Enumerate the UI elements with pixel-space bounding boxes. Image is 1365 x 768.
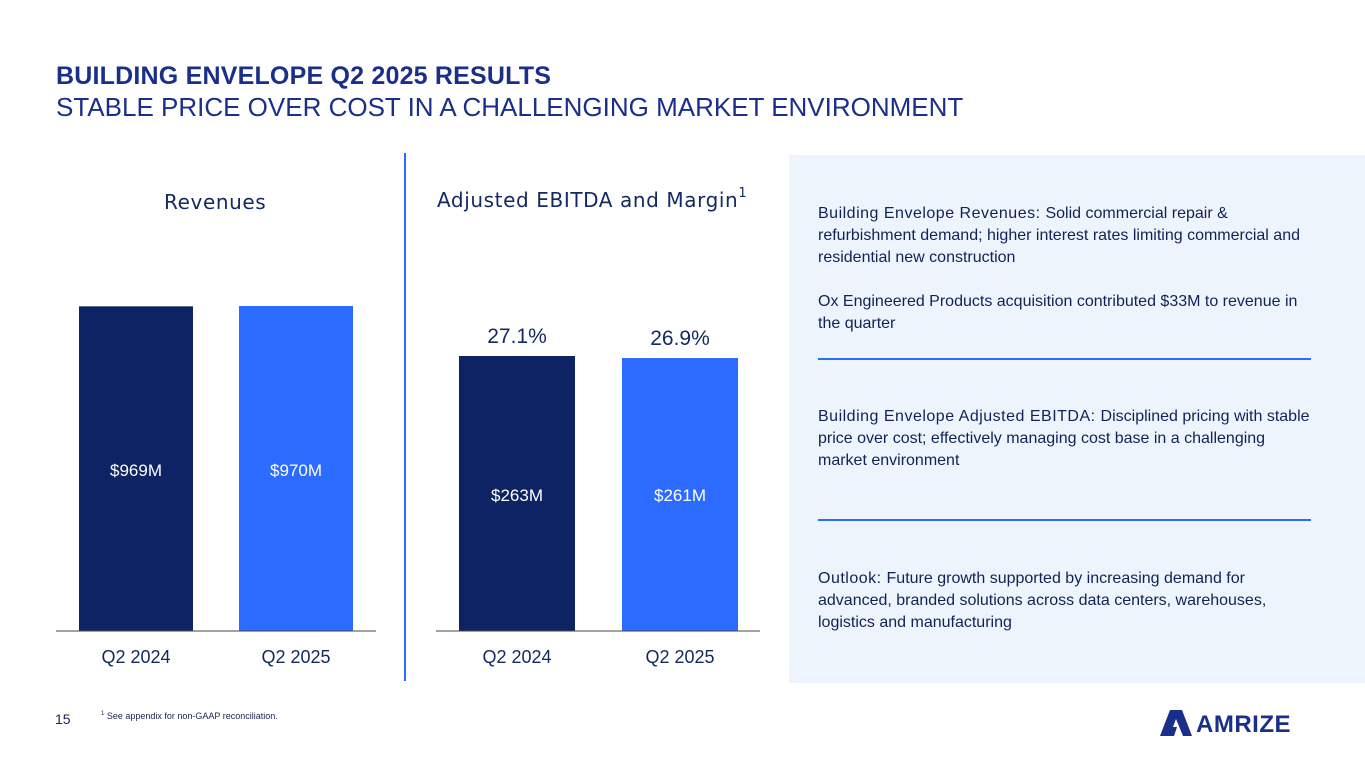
info-panel: Building Envelope Revenues: Solid commer… bbox=[789, 155, 1365, 683]
page-title: BUILDING ENVELOPE Q2 2025 RESULTS bbox=[56, 62, 552, 90]
revenues-commentary-lead: Building Envelope Revenues: bbox=[818, 205, 1046, 222]
page-subtitle: STABLE PRICE OVER COST IN A CHALLENGING … bbox=[56, 92, 964, 122]
outlook-commentary: Outlook: Future growth supported by incr… bbox=[818, 568, 1318, 634]
bar-q2-2024 bbox=[79, 306, 193, 631]
x-tick-label: Q2 2025 bbox=[645, 647, 714, 667]
outlook-commentary-text: Future growth supported by increasing de… bbox=[818, 570, 1267, 631]
outlook-commentary-lead: Outlook: bbox=[818, 570, 887, 587]
x-tick-label: Q2 2024 bbox=[101, 647, 170, 667]
revenues-commentary-text: Solid commercial repair & refurbishment … bbox=[818, 205, 1300, 266]
bar-value-label: $969M bbox=[110, 461, 162, 480]
amrize-logo-icon bbox=[1160, 710, 1192, 736]
page-number: 15 bbox=[55, 711, 71, 727]
panel-divider-1 bbox=[818, 358, 1311, 360]
bar-value-label: $970M bbox=[270, 461, 322, 480]
ebitda-commentary-text: Disciplined pricing with stable price ov… bbox=[818, 408, 1310, 469]
charts-canvas: $969M Q2 2024 $970M Q2 2025 $263M 27.1% Q2 202… bbox=[56, 306, 760, 667]
x-tick-label: Q2 2024 bbox=[482, 647, 551, 667]
footnote: 1 See appendix for non-GAAP reconciliati… bbox=[101, 711, 278, 721]
footnote-marker: 1 bbox=[738, 186, 748, 202]
revenues-chart-title: Revenues bbox=[164, 190, 267, 214]
bar-value-label: $261M bbox=[654, 486, 706, 505]
chart-divider bbox=[404, 153, 406, 681]
ebitda-commentary: Building Envelope Adjusted EBITDA: Disci… bbox=[818, 406, 1318, 472]
margin-label: 26.9% bbox=[650, 327, 710, 350]
revenues-commentary: Building Envelope Revenues: Solid commer… bbox=[818, 203, 1318, 335]
bar-q2-2025 bbox=[622, 358, 738, 631]
bar-q2-2024 bbox=[459, 356, 575, 631]
bar-q2-2025 bbox=[239, 306, 353, 631]
ebitda-commentary-lead: Building Envelope Adjusted EBITDA: bbox=[818, 408, 1101, 425]
bar-value-label: $263M bbox=[491, 486, 543, 505]
margin-label: 27.1% bbox=[487, 325, 547, 348]
amrize-logo-text: AMRIZE bbox=[1196, 711, 1291, 738]
panel-divider-2 bbox=[818, 519, 1311, 521]
ebitda-chart-title: Adjusted EBITDA and Margin1 bbox=[437, 186, 748, 212]
x-tick-label: Q2 2025 bbox=[261, 647, 330, 667]
acquisition-note: Ox Engineered Products acquisition contr… bbox=[818, 293, 1298, 332]
